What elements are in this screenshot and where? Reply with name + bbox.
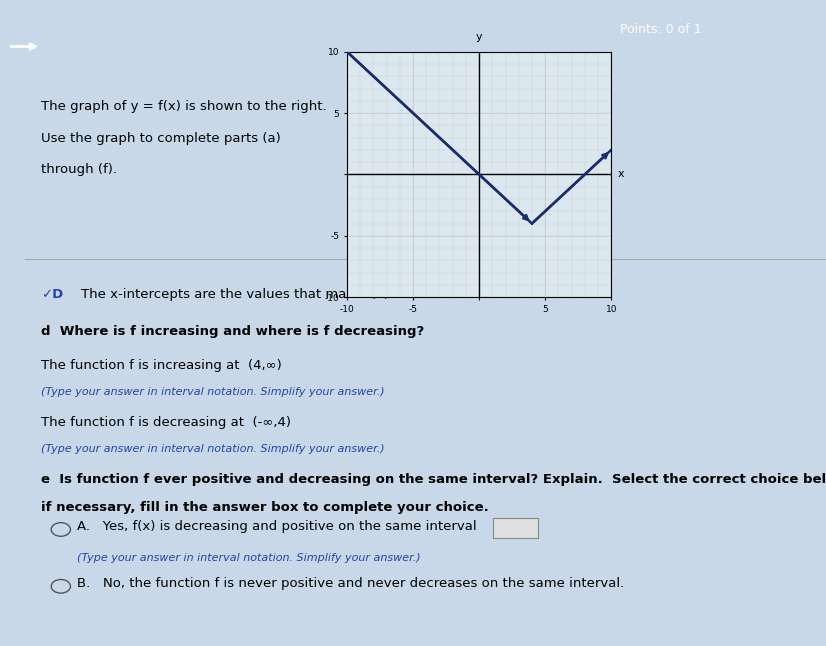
Text: Points: 0 of 1: Points: 0 of 1 <box>620 23 701 36</box>
Text: x: x <box>618 169 624 180</box>
Text: · · ·: · · · <box>415 267 435 280</box>
Text: through (f).: through (f). <box>40 163 116 176</box>
Text: The graph of y = f(x) is shown to the right.: The graph of y = f(x) is shown to the ri… <box>40 100 326 113</box>
Text: The function f is increasing at  (4,∞): The function f is increasing at (4,∞) <box>40 359 282 372</box>
Text: (Type your answer in interval notation. Simplify your answer.): (Type your answer in interval notation. … <box>40 388 384 397</box>
Text: (Type your answer in interval notation. Simplify your answer.): (Type your answer in interval notation. … <box>40 444 384 454</box>
Text: B.   No, the function f is never positive and never decreases on the same interv: B. No, the function f is never positive … <box>77 577 624 590</box>
Text: The function f is decreasing at  (-∞,4): The function f is decreasing at (-∞,4) <box>40 416 291 429</box>
Text: Use the graph to complete parts (a): Use the graph to complete parts (a) <box>40 132 281 145</box>
Text: d  Where is f increasing and where is f decreasing?: d Where is f increasing and where is f d… <box>40 325 424 338</box>
Bar <box>493 517 538 538</box>
Text: ✓D: ✓D <box>40 288 63 301</box>
Text: (Type your answer in interval notation. Simplify your answer.): (Type your answer in interval notation. … <box>77 554 420 563</box>
Text: A.   Yes, f(x) is decreasing and positive on the same interval: A. Yes, f(x) is decreasing and positive … <box>77 520 477 533</box>
Text: if necessary, fill in the answer box to complete your choice.: if necessary, fill in the answer box to … <box>40 501 488 514</box>
Text: e  Is function f ever positive and decreasing on the same interval? Explain.  Se: e Is function f ever positive and decrea… <box>40 473 826 486</box>
Text: The x-intercepts are the values that make f(x) = 0.: The x-intercepts are the values that mak… <box>81 288 421 301</box>
Text: y: y <box>476 32 482 42</box>
